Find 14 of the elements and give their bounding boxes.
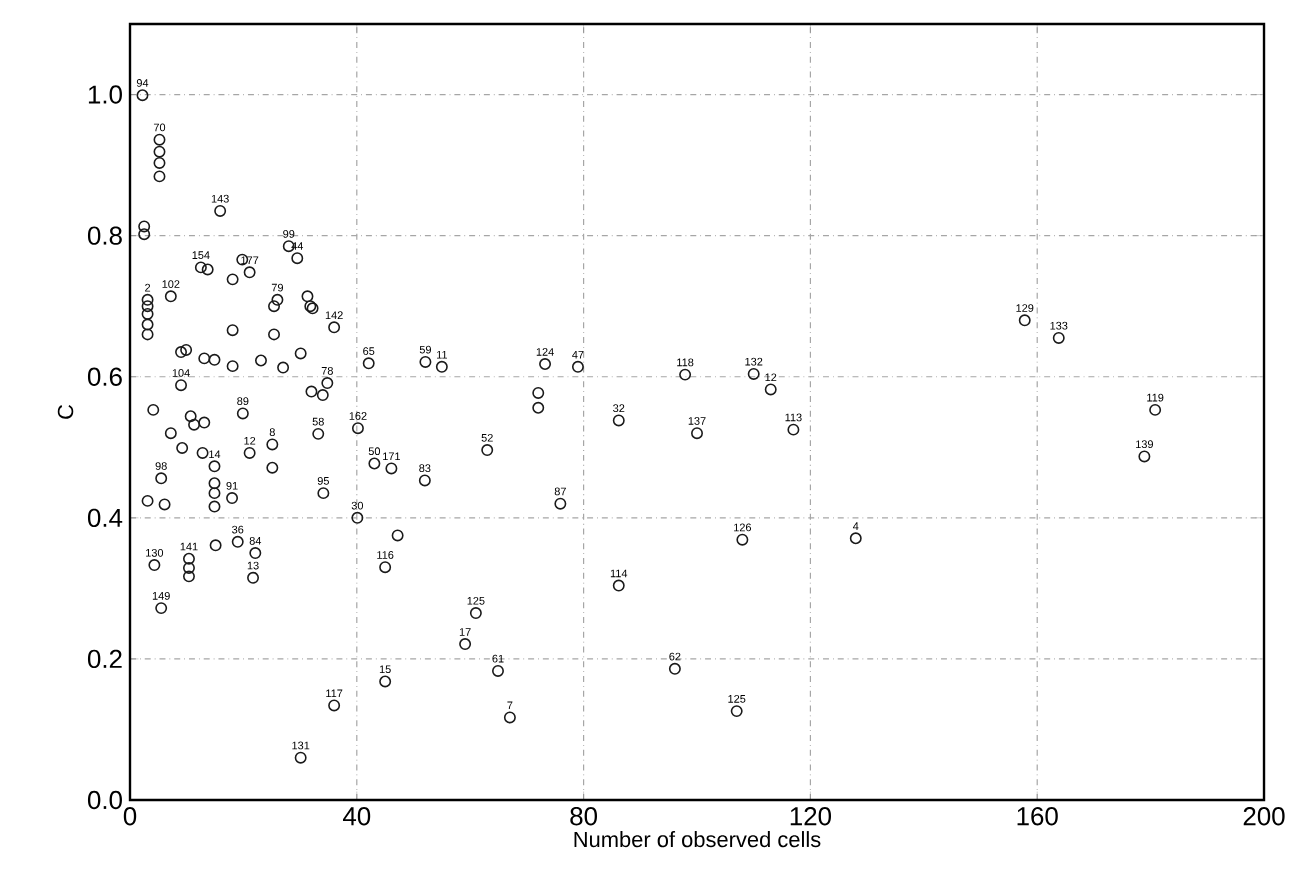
x-tick-label: 40 bbox=[342, 807, 371, 826]
y-tick-label: 0.6 bbox=[87, 367, 122, 386]
y-tick-label: 0.4 bbox=[87, 508, 123, 527]
y-tick-label: 0.2 bbox=[87, 649, 122, 669]
x-tick-label: 0 bbox=[123, 807, 137, 826]
x-tick-label: 200 bbox=[1243, 807, 1285, 826]
x-tick-label: 160 bbox=[1017, 807, 1058, 826]
x-axis-title: Number of observed cells bbox=[574, 831, 821, 848]
y-axis-title: C bbox=[57, 404, 74, 419]
y-tick-label: 0.0 bbox=[87, 790, 122, 810]
x-tick-label: 120 bbox=[790, 807, 832, 826]
y-tick-label: 1.0 bbox=[88, 85, 122, 104]
x-tick-label: 80 bbox=[570, 807, 598, 826]
y-tick-label: 0.8 bbox=[87, 226, 122, 245]
